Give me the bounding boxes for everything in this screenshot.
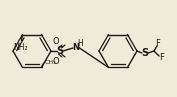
Text: NH₂: NH₂ bbox=[13, 43, 28, 52]
Text: F: F bbox=[159, 54, 164, 62]
Text: H: H bbox=[77, 39, 83, 48]
Text: CH₃: CH₃ bbox=[44, 60, 56, 65]
Text: S: S bbox=[56, 46, 64, 56]
Text: O: O bbox=[53, 56, 59, 65]
Text: F: F bbox=[156, 39, 160, 48]
Text: N: N bbox=[73, 42, 79, 52]
Text: O: O bbox=[53, 36, 59, 45]
Text: S: S bbox=[141, 48, 149, 58]
